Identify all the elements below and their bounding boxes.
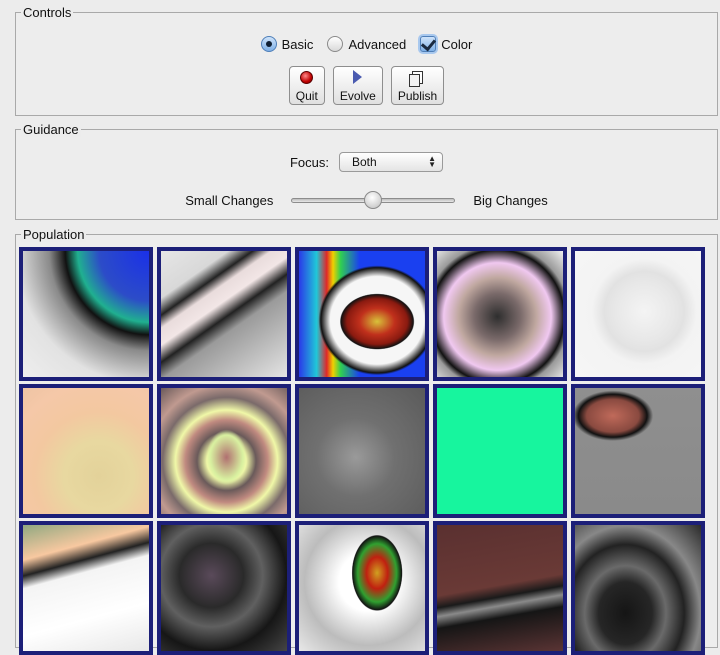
population-image[interactable] bbox=[295, 247, 429, 381]
guidance-panel: Guidance Focus: Both ▲ ▼ Small Changes Bi… bbox=[15, 122, 718, 220]
population-image[interactable] bbox=[19, 247, 153, 381]
population-image[interactable] bbox=[571, 384, 705, 518]
evolve-label: Evolve bbox=[339, 89, 376, 103]
focus-label: Focus: bbox=[289, 154, 329, 170]
population-image[interactable] bbox=[295, 521, 429, 655]
advanced-radio[interactable] bbox=[327, 36, 344, 52]
mode-options: Basic Advanced Color bbox=[16, 35, 717, 53]
color-label: Color bbox=[441, 36, 473, 52]
population-image[interactable] bbox=[571, 247, 705, 381]
population-panel: Population bbox=[15, 227, 718, 655]
quit-button[interactable]: Quit bbox=[288, 66, 325, 105]
publish-label: Publish bbox=[397, 89, 438, 103]
controls-panel: Controls Basic Advanced Color Quit Evolv… bbox=[15, 5, 718, 116]
quit-label: Quit bbox=[295, 89, 318, 103]
stop-icon bbox=[299, 69, 315, 85]
mode-advanced-option[interactable]: Advanced bbox=[327, 35, 406, 53]
basic-radio[interactable] bbox=[260, 36, 277, 52]
action-buttons: Quit Evolve Publish bbox=[16, 66, 717, 105]
population-image[interactable] bbox=[157, 384, 291, 518]
change-size-row: Small Changes Big Changes bbox=[16, 190, 717, 210]
population-image[interactable] bbox=[571, 521, 705, 655]
population-image[interactable] bbox=[19, 521, 153, 655]
population-title: Population bbox=[21, 227, 87, 242]
guidance-title: Guidance bbox=[21, 122, 81, 137]
population-image[interactable] bbox=[295, 384, 429, 518]
population-image[interactable] bbox=[433, 247, 567, 381]
population-grid bbox=[19, 247, 705, 655]
slider-thumb[interactable] bbox=[364, 191, 383, 209]
population-image[interactable] bbox=[157, 521, 291, 655]
big-changes-label: Big Changes bbox=[473, 192, 548, 208]
change-size-slider[interactable] bbox=[291, 190, 456, 210]
color-option[interactable]: Color bbox=[420, 35, 472, 53]
population-image[interactable] bbox=[433, 384, 567, 518]
population-image[interactable] bbox=[19, 384, 153, 518]
advanced-label: Advanced bbox=[348, 36, 407, 52]
evolve-button[interactable]: Evolve bbox=[332, 66, 383, 105]
publish-button[interactable]: Publish bbox=[390, 66, 445, 105]
focus-row: Focus: Both ▲ ▼ bbox=[16, 152, 717, 172]
mode-basic-option[interactable]: Basic bbox=[260, 35, 314, 53]
population-image[interactable] bbox=[433, 521, 567, 655]
basic-label: Basic bbox=[281, 36, 314, 52]
controls-title: Controls bbox=[21, 5, 74, 20]
focus-value: Both bbox=[352, 155, 377, 169]
play-icon bbox=[350, 69, 366, 85]
publish-icon bbox=[409, 69, 426, 87]
focus-select[interactable]: Both ▲ ▼ bbox=[339, 152, 443, 172]
population-image[interactable] bbox=[157, 247, 291, 381]
updown-arrows-icon: ▲ ▼ bbox=[428, 154, 436, 169]
color-checkbox[interactable] bbox=[420, 36, 437, 52]
small-changes-label: Small Changes bbox=[185, 192, 274, 208]
